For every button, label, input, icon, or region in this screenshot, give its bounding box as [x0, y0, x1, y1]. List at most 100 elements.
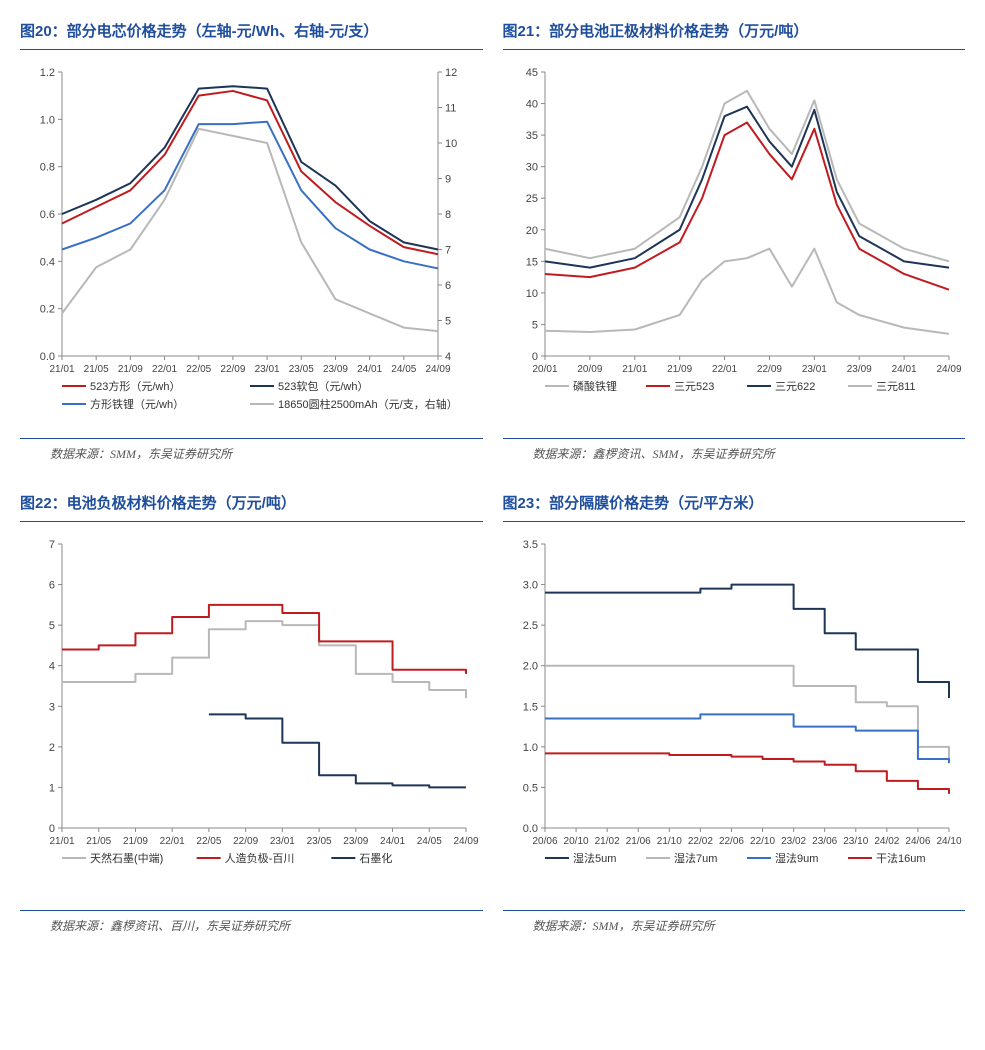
svg-text:1.2: 1.2 — [40, 67, 55, 79]
svg-text:石墨化: 石墨化 — [359, 851, 392, 865]
svg-text:22/09: 22/09 — [233, 836, 258, 847]
svg-text:22/09: 22/09 — [220, 364, 245, 375]
svg-text:5: 5 — [445, 316, 451, 328]
svg-text:21/01: 21/01 — [49, 364, 74, 375]
svg-text:0.0: 0.0 — [40, 351, 55, 363]
svg-text:22/06: 22/06 — [718, 836, 743, 847]
svg-text:8: 8 — [445, 209, 451, 221]
svg-text:24/09: 24/09 — [425, 364, 450, 375]
svg-text:45: 45 — [525, 67, 537, 79]
svg-text:21/09: 21/09 — [123, 836, 148, 847]
svg-text:0.5: 0.5 — [522, 782, 537, 794]
svg-text:23/10: 23/10 — [843, 836, 868, 847]
svg-text:25: 25 — [525, 193, 537, 205]
svg-text:0.8: 0.8 — [40, 162, 55, 174]
svg-text:6: 6 — [49, 580, 55, 592]
svg-text:22/01: 22/01 — [160, 836, 185, 847]
svg-text:21/06: 21/06 — [625, 836, 650, 847]
chart-21: 05101520253035404520/0120/0921/0121/0922… — [503, 54, 966, 434]
svg-text:0: 0 — [49, 823, 55, 835]
svg-text:1.5: 1.5 — [522, 701, 537, 713]
panel-21: 图21：部分电池正极材料价格走势（万元/吨） 05101520253035404… — [503, 20, 966, 462]
svg-text:0.2: 0.2 — [40, 304, 55, 316]
svg-text:22/05: 22/05 — [196, 836, 221, 847]
svg-text:23/09: 23/09 — [323, 364, 348, 375]
svg-text:23/09: 23/09 — [846, 364, 871, 375]
svg-text:24/01: 24/01 — [357, 364, 382, 375]
svg-text:22/05: 22/05 — [186, 364, 211, 375]
source-21: 数据来源：鑫椤资讯、SMM，东吴证券研究所 — [503, 438, 966, 462]
svg-text:24/10: 24/10 — [936, 836, 961, 847]
source-23: 数据来源：SMM，东吴证券研究所 — [503, 910, 966, 934]
svg-text:3.5: 3.5 — [522, 539, 537, 551]
title-21: 图21：部分电池正极材料价格走势（万元/吨） — [503, 20, 966, 50]
svg-text:5: 5 — [531, 319, 537, 331]
svg-text:7: 7 — [49, 539, 55, 551]
svg-text:15: 15 — [525, 256, 537, 268]
svg-text:24/06: 24/06 — [905, 836, 930, 847]
svg-text:24/09: 24/09 — [936, 364, 961, 375]
svg-text:20/06: 20/06 — [532, 836, 557, 847]
svg-text:磷酸铁锂: 磷酸铁锂 — [573, 379, 617, 393]
svg-text:24/05: 24/05 — [417, 836, 442, 847]
svg-text:5: 5 — [49, 620, 55, 632]
svg-text:22/09: 22/09 — [756, 364, 781, 375]
svg-text:干法16um: 干法16um — [876, 851, 926, 865]
svg-text:0.4: 0.4 — [40, 256, 55, 268]
svg-text:20/01: 20/01 — [532, 364, 557, 375]
svg-text:0.6: 0.6 — [40, 209, 55, 221]
svg-text:天然石墨(中端): 天然石墨(中端) — [90, 851, 163, 865]
panel-23: 图23：部分隔膜价格走势（元/平方米） 0.0 0.5 1.0 1.5 2.0 2.5 3.… — [503, 492, 966, 934]
svg-text:23/01: 23/01 — [255, 364, 280, 375]
svg-text:23/05: 23/05 — [307, 836, 332, 847]
svg-text:21/05: 21/05 — [86, 836, 111, 847]
svg-text:22/02: 22/02 — [687, 836, 712, 847]
svg-text:0: 0 — [531, 351, 537, 363]
svg-text:2.5: 2.5 — [522, 620, 537, 632]
svg-text:湿法5um: 湿法5um — [573, 851, 616, 865]
svg-text:三元811: 三元811 — [876, 381, 916, 393]
svg-text:23/06: 23/06 — [812, 836, 837, 847]
svg-text:22/10: 22/10 — [750, 836, 775, 847]
svg-text:湿法7um: 湿法7um — [674, 851, 717, 865]
svg-text:湿法9um: 湿法9um — [775, 851, 818, 865]
svg-text:4: 4 — [49, 661, 55, 673]
svg-text:20/10: 20/10 — [563, 836, 588, 847]
svg-text:22/01: 22/01 — [152, 364, 177, 375]
svg-text:23/05: 23/05 — [289, 364, 314, 375]
svg-text:24/09: 24/09 — [453, 836, 478, 847]
title-22: 图22：电池负极材料价格走势（万元/吨） — [20, 492, 483, 522]
svg-text:21/09: 21/09 — [667, 364, 692, 375]
svg-text:21/01: 21/01 — [622, 364, 647, 375]
chart-22: 0 1 2 3 4 5 6 7 21/01 21/05 21/09 22/01 22/05 22/09 23… — [20, 526, 483, 906]
title-23: 图23：部分隔膜价格走势（元/平方米） — [503, 492, 966, 522]
svg-text:1.0: 1.0 — [522, 742, 537, 754]
svg-text:23/02: 23/02 — [781, 836, 806, 847]
svg-text:24/02: 24/02 — [874, 836, 899, 847]
svg-text:2: 2 — [49, 742, 55, 754]
svg-text:3: 3 — [49, 701, 55, 713]
chart-grid: 图20：部分电芯价格走势（左轴-元/Wh、右轴-元/支） 0.00.20.40.… — [20, 20, 965, 934]
svg-text:22/01: 22/01 — [712, 364, 737, 375]
svg-text:三元523: 三元523 — [674, 381, 714, 393]
svg-text:1: 1 — [49, 782, 55, 794]
svg-text:18650圆柱2500mAh（元/支，右轴）: 18650圆柱2500mAh（元/支，右轴） — [278, 397, 458, 411]
svg-text:21/09: 21/09 — [118, 364, 143, 375]
svg-text:523方形（元/wh）: 523方形（元/wh） — [90, 379, 180, 393]
svg-text:21/10: 21/10 — [656, 836, 681, 847]
svg-text:10: 10 — [525, 288, 537, 300]
svg-text:0.0: 0.0 — [522, 823, 537, 835]
chart-23: 0.00.51.01.52.02.53.03.520/0620/1021/022… — [503, 526, 966, 906]
svg-text:24/01: 24/01 — [380, 836, 405, 847]
panel-22: 图22：电池负极材料价格走势（万元/吨） 0 1 2 3 4 5 6 7 21/01 21/05 2… — [20, 492, 483, 934]
svg-text:523软包（元/wh）: 523软包（元/wh） — [278, 379, 368, 393]
svg-text:三元622: 三元622 — [775, 381, 815, 393]
svg-text:21/05: 21/05 — [84, 364, 109, 375]
svg-text:20/09: 20/09 — [577, 364, 602, 375]
svg-text:2.0: 2.0 — [522, 661, 537, 673]
svg-text:21/01: 21/01 — [49, 836, 74, 847]
svg-text:21/02: 21/02 — [594, 836, 619, 847]
svg-text:12: 12 — [445, 67, 457, 79]
svg-text:23/01: 23/01 — [801, 364, 826, 375]
svg-text:方形铁锂（元/wh）: 方形铁锂（元/wh） — [90, 397, 184, 411]
